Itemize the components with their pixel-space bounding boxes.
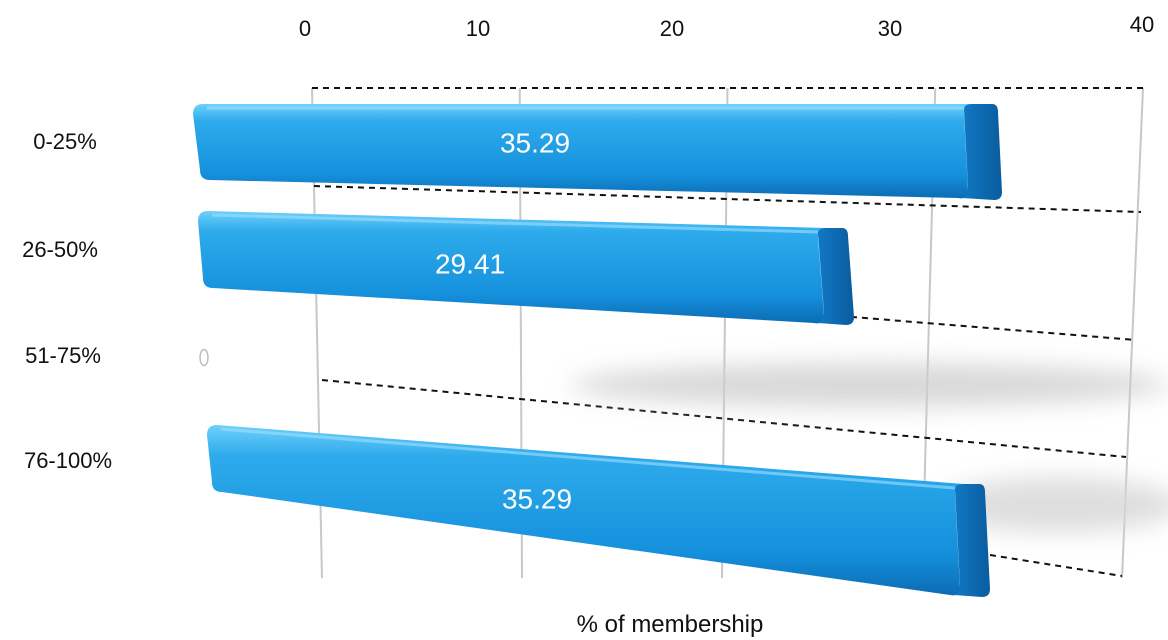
bar-shadow xyxy=(940,477,1168,533)
x-tick-label: 0 xyxy=(299,16,311,41)
bar-end-cap xyxy=(818,228,854,325)
floor-line xyxy=(839,315,1137,341)
bar-highlight xyxy=(211,213,819,234)
bar-shadow xyxy=(570,363,1168,407)
floor-line xyxy=(313,185,1142,213)
x-axis-title: % of membership xyxy=(577,611,764,638)
y-category-label: 0-25% xyxy=(33,129,97,154)
bar xyxy=(193,104,972,199)
bar-end-cap xyxy=(954,484,990,597)
y-category-label: 51-75% xyxy=(25,343,101,368)
bar-end-cap xyxy=(962,104,1002,200)
bar xyxy=(198,211,826,324)
x-tick-label: 30 xyxy=(878,16,902,41)
x-tick-label: 40 xyxy=(1130,12,1154,37)
bar xyxy=(207,425,963,596)
bar xyxy=(199,348,209,367)
floor-line xyxy=(989,554,1123,577)
data-label: 29.41 xyxy=(435,248,505,279)
x-tick-label: 20 xyxy=(660,16,684,41)
y-category-label: 76-100% xyxy=(24,448,112,473)
data-label: 35.29 xyxy=(500,127,570,158)
data-label: 35.29 xyxy=(502,483,572,514)
y-category-label: 26-50% xyxy=(22,237,98,262)
bar-highlight xyxy=(220,427,956,490)
x-tick-label: 10 xyxy=(466,16,490,41)
floor-line xyxy=(321,379,1127,458)
